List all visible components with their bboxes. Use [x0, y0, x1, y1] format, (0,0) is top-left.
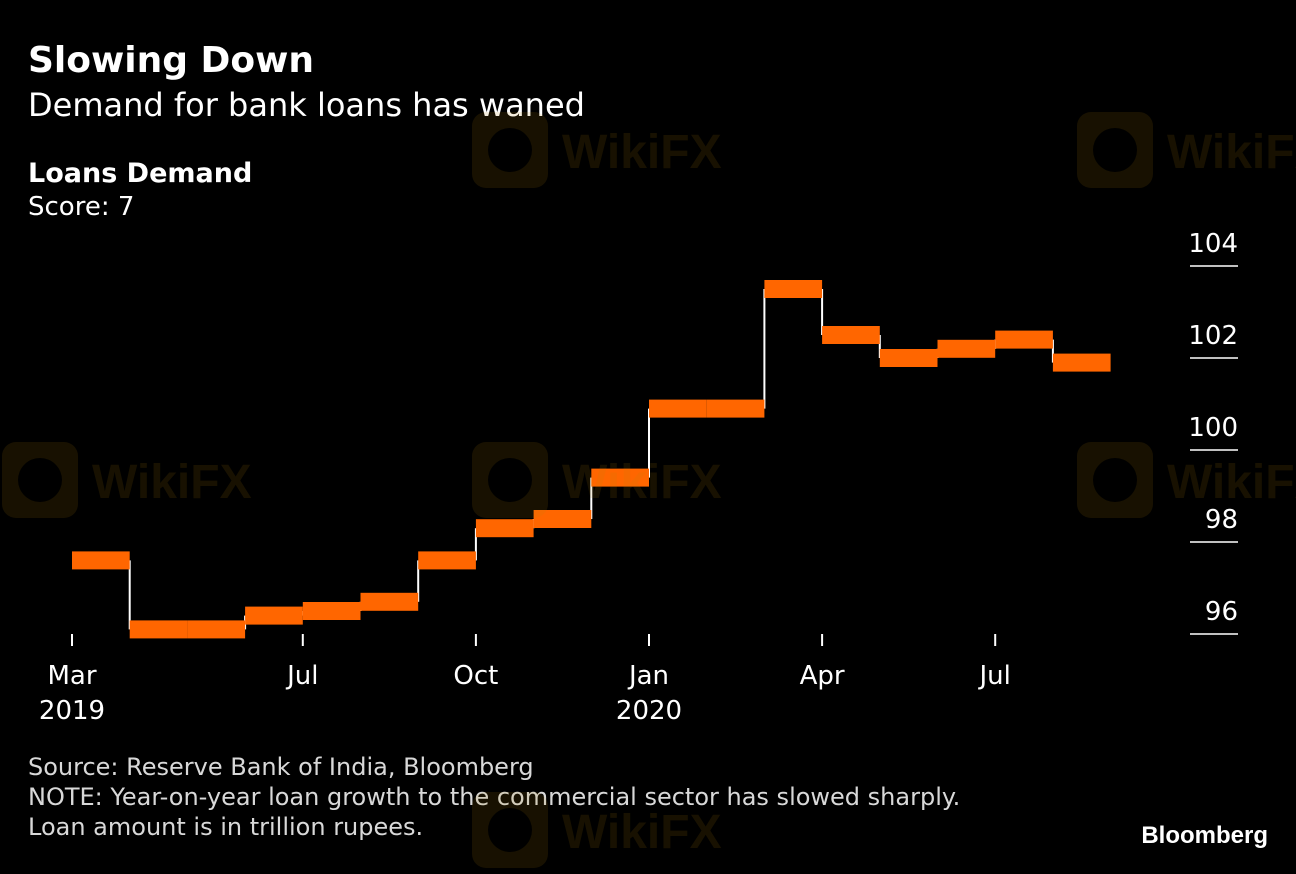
x-tick-label: Mar	[47, 661, 96, 691]
svg-text:WikiFX: WikiFX	[562, 806, 722, 859]
chart-title: Slowing Down	[28, 40, 315, 81]
watermark-logo: WikiFX	[470, 110, 790, 194]
watermark-logo: WikiFX	[470, 440, 790, 524]
data-step	[591, 468, 649, 487]
data-step	[995, 330, 1053, 349]
y-tick-label: 104	[1188, 229, 1238, 259]
panel-title: Loans Demand	[28, 158, 253, 189]
watermark-logo: WikiFX	[1075, 110, 1296, 194]
data-step	[418, 551, 476, 570]
x-tick-label: Jul	[285, 661, 318, 691]
data-step	[879, 349, 938, 367]
data-step	[1052, 353, 1111, 372]
x-year-label: 2020	[616, 696, 682, 726]
chart-subtitle: Demand for bank loans has waned	[28, 86, 585, 124]
data-step	[245, 606, 303, 625]
data-step	[475, 519, 534, 538]
note-line-1: NOTE: Year-on-year loan growth to the co…	[28, 783, 961, 811]
data-step	[649, 399, 707, 418]
svg-text:WikiFX: WikiFX	[1167, 456, 1296, 509]
data-step	[764, 280, 823, 298]
source-note: Source: Reserve Bank of India, Bloomberg	[28, 753, 534, 781]
svg-text:WikiFX: WikiFX	[562, 456, 722, 509]
x-tick-label: Jul	[978, 661, 1011, 691]
svg-text:WikiFX: WikiFX	[1167, 126, 1296, 179]
data-step	[822, 326, 880, 344]
watermark-logo: WikiFX	[0, 440, 320, 524]
data-step	[72, 551, 130, 570]
data-step	[187, 620, 246, 639]
y-tick-label: 102	[1188, 321, 1238, 351]
watermark-logo: WikiFX	[470, 790, 790, 874]
data-step	[129, 620, 188, 639]
chart-footer: Source: Reserve Bank of India, Bloomberg…	[28, 752, 960, 842]
y-tick-label: 100	[1188, 413, 1238, 443]
data-step	[706, 399, 765, 418]
bloomberg-logo: Bloomberg	[1141, 822, 1268, 849]
data-step	[360, 592, 419, 611]
watermark-logo: WikiFX	[1075, 440, 1296, 524]
y-tick-label: 98	[1205, 505, 1238, 535]
x-year-label: 2019	[39, 696, 105, 726]
svg-text:WikiFX: WikiFX	[92, 456, 252, 509]
data-step	[533, 510, 592, 528]
x-tick-label: Oct	[453, 661, 498, 691]
data-step	[302, 602, 361, 620]
x-tick-label: Apr	[800, 661, 845, 691]
svg-text:WikiFX: WikiFX	[562, 126, 722, 179]
panel-score: Score: 7	[28, 192, 135, 222]
x-tick-label: Jan	[627, 661, 669, 691]
y-tick-label: 96	[1205, 597, 1238, 627]
data-step	[937, 339, 996, 358]
note-line-2: Loan amount is in trillion rupees.	[28, 813, 424, 841]
